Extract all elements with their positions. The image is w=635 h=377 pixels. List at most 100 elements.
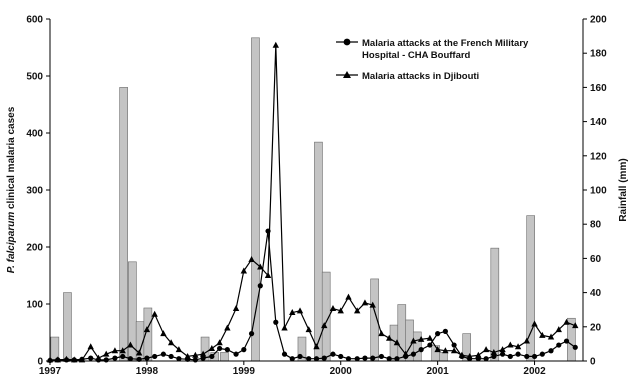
right-y-ticks: 0 20 40 60 80 100 120 140 160 180 200	[583, 15, 607, 368]
djibouti-point	[378, 330, 385, 337]
djibouti-point	[434, 346, 441, 353]
djibouti-point	[119, 347, 126, 354]
djibouti-point	[305, 326, 312, 333]
x-tick-label: 2000	[330, 366, 353, 377]
djibouti-point	[216, 339, 223, 346]
y-tick-label: 200	[26, 243, 43, 254]
rainfall-bars	[50, 37, 576, 362]
hospital-point	[345, 356, 352, 362]
x-tick-label: 2001	[427, 366, 450, 377]
djibouti-point	[458, 351, 466, 358]
hospital-point	[241, 347, 247, 353]
hospital-point	[120, 353, 126, 360]
y2-tick-label: 0	[590, 357, 596, 368]
hospital-point	[515, 351, 521, 357]
djibouti-point	[296, 307, 304, 314]
djibouti-point	[208, 344, 216, 351]
hospital-point	[248, 331, 255, 337]
y2-tick-label: 140	[590, 117, 607, 128]
rainfall-bar	[314, 141, 323, 362]
hospital-point	[112, 355, 118, 361]
y2-axis-label: Rainfall (mm)	[618, 158, 629, 221]
hospital-point	[442, 328, 448, 334]
djibouti-point	[499, 346, 506, 353]
y-tick-label: 400	[26, 129, 43, 140]
hospital-point	[209, 353, 215, 360]
y2-tick-label: 180	[590, 49, 607, 60]
rainfall-bar	[220, 352, 229, 362]
djibouti-point	[563, 318, 570, 325]
djibouti-point	[127, 341, 134, 348]
djibouti-point	[482, 346, 490, 353]
hospital-point	[386, 356, 392, 362]
hospital-point	[289, 356, 295, 362]
hospital-point	[572, 344, 578, 350]
djibouti-point	[232, 305, 240, 312]
djibouti-point	[199, 350, 207, 357]
y2-tick-label: 80	[590, 220, 602, 231]
djibouti-point	[466, 352, 473, 359]
hospital-point	[435, 331, 441, 337]
y-tick-label: 100	[26, 300, 43, 311]
rainfall-bar	[412, 331, 422, 362]
hospital-point	[152, 353, 158, 360]
x-tick-label: 2002	[523, 366, 546, 377]
djibouti-point	[321, 322, 328, 329]
hospital-point	[354, 356, 360, 362]
djibouti-point	[313, 343, 320, 350]
hospital-point	[103, 357, 109, 363]
djibouti-point	[490, 348, 498, 355]
djibouti-point	[361, 299, 369, 306]
hospital-point	[321, 355, 327, 361]
djibouti-point	[523, 337, 530, 344]
djibouti-point	[547, 333, 555, 340]
hospital-point	[563, 338, 570, 344]
legend: Malaria attacks at the French Military H…	[336, 38, 529, 82]
hospital-point	[370, 355, 376, 361]
hospital-point	[192, 357, 198, 363]
hospital-point	[313, 356, 320, 362]
djibouti-point	[369, 301, 376, 308]
legend-label-djibouti: Malaria attacks in Djibouti	[362, 71, 479, 82]
hospital-point	[200, 355, 206, 361]
hospital-point	[257, 283, 263, 289]
djibouti-point	[184, 352, 191, 359]
hospital-point	[507, 353, 513, 360]
y-axis-label-italic: P. falciparum	[6, 212, 17, 274]
hospital-point	[524, 353, 530, 360]
hospital-point	[160, 351, 166, 357]
hospital-point	[224, 347, 230, 353]
djibouti-point	[135, 349, 143, 356]
djibouti-point	[151, 310, 158, 317]
legend-label-hospital-line2: Hospital - CHA Bouffard	[362, 50, 471, 61]
hospital-point	[273, 319, 279, 325]
djibouti-point	[337, 307, 344, 314]
y2-tick-label: 60	[590, 254, 602, 265]
djibouti-point	[385, 334, 393, 341]
djibouti-point	[224, 324, 231, 331]
djibouti-point	[289, 309, 296, 316]
hospital-point	[297, 353, 303, 360]
y-tick-label: 500	[26, 72, 43, 83]
hospital-point	[483, 356, 489, 362]
hospital-point	[281, 351, 288, 357]
x-tick-label: 1998	[136, 366, 159, 377]
djibouti-point	[345, 293, 352, 300]
djibouti-point	[555, 326, 562, 333]
djibouti-point	[281, 324, 288, 331]
djibouti-point	[402, 350, 409, 357]
y-tick-label: 600	[26, 15, 43, 26]
djibouti-point	[160, 330, 167, 337]
hospital-point	[539, 351, 545, 357]
djibouti-point	[393, 339, 401, 346]
hospital-point	[378, 353, 385, 360]
djibouti-point	[475, 351, 482, 358]
hospital-point	[499, 351, 506, 357]
djibouti-point	[264, 272, 272, 278]
y2-tick-label: 200	[590, 15, 607, 26]
hospital-point	[168, 353, 174, 360]
djibouti-point	[95, 354, 102, 361]
rainfall-bar	[439, 352, 448, 362]
djibouti-point	[248, 256, 255, 263]
y2-tick-label: 100	[590, 186, 607, 197]
